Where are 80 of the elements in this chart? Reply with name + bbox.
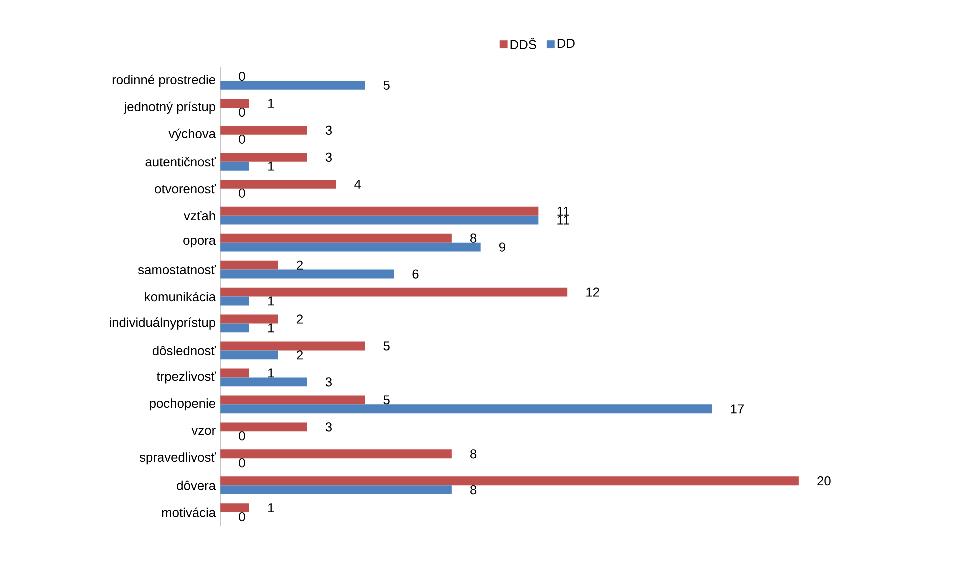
bar [220, 99, 250, 108]
data-label: 5 [384, 81, 390, 90]
data-label: 3 [326, 126, 332, 136]
bar [220, 404, 712, 414]
y-tick-label: dôslednosť [152, 346, 216, 356]
data-label: 2 [297, 350, 303, 360]
data-label: 1 [268, 296, 274, 306]
y-tick-label: otvorenosť [155, 184, 216, 194]
bar [220, 207, 539, 216]
data-label: 9 [500, 242, 506, 252]
bar [220, 126, 308, 136]
data-label: 0 [239, 458, 246, 468]
y-tick-label: vzor [192, 428, 216, 436]
data-label: 3 [326, 153, 332, 162]
bar [220, 180, 336, 190]
bar [220, 314, 278, 324]
data-label: 0 [239, 512, 246, 522]
bar [220, 296, 250, 306]
data-label: 3 [326, 378, 332, 387]
bar [220, 504, 250, 513]
data-label: 1 [268, 504, 274, 513]
data-label: 0 [239, 72, 246, 82]
bar [220, 486, 452, 495]
data-label: 12 [586, 288, 600, 297]
data-label: 2 [297, 260, 303, 270]
data-label: 0 [239, 432, 246, 441]
y-tick-label: trpezlivosť [156, 372, 216, 384]
bar [220, 476, 799, 486]
bar [220, 368, 250, 378]
bar [220, 378, 308, 387]
data-label: 2 [297, 314, 303, 324]
data-label: 0 [239, 108, 246, 118]
data-label: 8 [470, 450, 477, 459]
y-tick-label: výchova [168, 128, 216, 142]
data-label: 8 [470, 486, 477, 495]
data-label: 1 [268, 324, 274, 333]
bar [220, 342, 366, 351]
bar [220, 324, 250, 333]
data-label: 0 [239, 188, 246, 198]
y-tick-label: individuálnyprístup [110, 318, 216, 330]
y-tick-label: rodinné prostredie [112, 75, 216, 88]
bar [220, 350, 278, 360]
y-tick-label: spravedlivosť [140, 452, 216, 465]
data-label: 1 [268, 368, 274, 378]
bar [220, 396, 366, 405]
data-label: 0 [239, 134, 246, 144]
y-tick-label: autentičnosť [146, 157, 216, 167]
y-tick-label: komunikácia [145, 292, 216, 302]
data-label: 5 [384, 396, 390, 405]
bar [220, 450, 452, 459]
bar [220, 81, 366, 90]
data-label: 1 [268, 162, 274, 171]
bar [220, 162, 250, 171]
data-label: 3 [326, 422, 332, 432]
y-tick-label: samostatnosť [138, 265, 216, 275]
bar [220, 270, 394, 279]
bar [220, 261, 278, 270]
bar [220, 288, 568, 297]
data-label: 11 [558, 207, 570, 216]
data-label: 11 [558, 216, 570, 225]
y-tick-label: pochopenie [150, 398, 216, 411]
data-label: 17 [731, 404, 744, 414]
data-label: 6 [412, 270, 419, 279]
data-label: 8 [470, 234, 477, 244]
legend-label: DDŠ [510, 38, 536, 50]
bar [220, 216, 539, 225]
bar [220, 242, 481, 252]
y-tick-label: dôvera [177, 480, 216, 490]
data-label: 5 [384, 342, 390, 351]
y-tick-label: motivácia [162, 508, 216, 518]
data-label: 20 [818, 476, 831, 486]
legend-label: DD [558, 39, 575, 48]
bar [220, 422, 308, 432]
y-tick-label: jednotný prístup [124, 102, 216, 114]
y-tick-label: opora [184, 238, 216, 248]
data-label: 1 [268, 99, 274, 108]
bar [220, 153, 308, 162]
data-label: 4 [354, 180, 362, 189]
y-tick-label: vzťah [184, 211, 216, 221]
bar [220, 234, 452, 243]
